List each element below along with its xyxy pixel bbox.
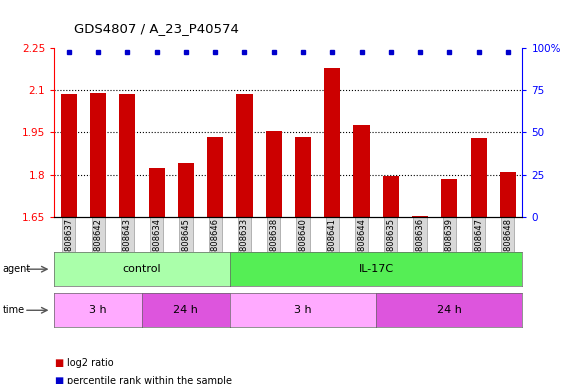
Text: 3 h: 3 h — [294, 305, 312, 315]
Text: 24 h: 24 h — [174, 305, 198, 315]
Text: 3 h: 3 h — [89, 305, 107, 315]
Text: agent: agent — [3, 264, 31, 274]
Bar — [178, 164, 194, 217]
Bar — [412, 215, 428, 217]
Text: ■: ■ — [54, 358, 63, 368]
Text: IL-17C: IL-17C — [359, 264, 394, 274]
Bar — [148, 168, 164, 217]
Bar — [471, 138, 486, 217]
Bar — [90, 93, 106, 217]
Text: ■: ■ — [54, 376, 63, 384]
Bar — [500, 172, 516, 217]
Text: 24 h: 24 h — [437, 305, 462, 315]
Text: percentile rank within the sample: percentile rank within the sample — [67, 376, 232, 384]
Bar — [266, 131, 282, 217]
Bar — [61, 94, 77, 217]
Bar — [295, 137, 311, 217]
Bar — [119, 94, 135, 217]
Text: control: control — [123, 264, 162, 274]
Bar — [383, 176, 399, 217]
Text: GDS4807 / A_23_P40574: GDS4807 / A_23_P40574 — [74, 22, 239, 35]
Bar — [236, 94, 252, 217]
Bar — [324, 68, 340, 217]
Bar — [353, 126, 369, 217]
Bar — [207, 137, 223, 217]
Bar — [441, 179, 457, 217]
Text: time: time — [3, 305, 25, 315]
Text: log2 ratio: log2 ratio — [67, 358, 114, 368]
